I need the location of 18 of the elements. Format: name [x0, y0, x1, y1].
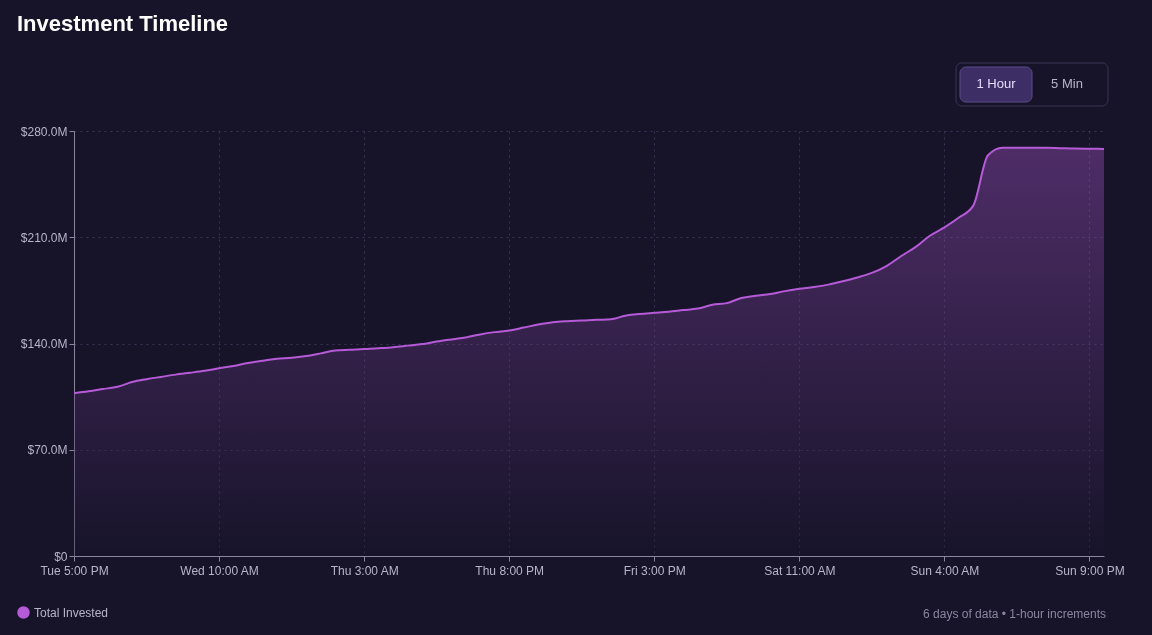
y-tick-label: $280.0M — [20, 124, 68, 139]
x-tick-label: Sun 9:00 PM — [1055, 563, 1125, 578]
y-tick-label: $70.0M — [27, 443, 68, 458]
legend-label: Total Invested — [34, 605, 109, 620]
y-tick-label: $140.0M — [20, 337, 68, 351]
chart-title: Investment Timeline — [17, 11, 229, 36]
text: 5 Min — [1051, 76, 1083, 91]
x-tick-label: Sun 4:00 AM — [910, 563, 980, 578]
x-tick-label: Fri 3:00 PM — [623, 563, 686, 578]
x-tick-label: Thu 3:00 AM — [330, 563, 399, 578]
x-tick-label: Tue 5:00 PM — [40, 563, 109, 578]
text: 6 days of data • 1-hour increments — [923, 607, 1106, 621]
text: 1 Hour — [976, 76, 1017, 91]
y-tick-label: $210.0M — [20, 230, 68, 245]
x-tick-label: Sat 11:00 AM — [764, 563, 836, 578]
x-tick-label: Thu 8:00 PM — [475, 563, 545, 578]
y-tick-label: $0 — [54, 549, 68, 564]
x-tick-label: Wed 10:00 AM — [180, 563, 259, 578]
